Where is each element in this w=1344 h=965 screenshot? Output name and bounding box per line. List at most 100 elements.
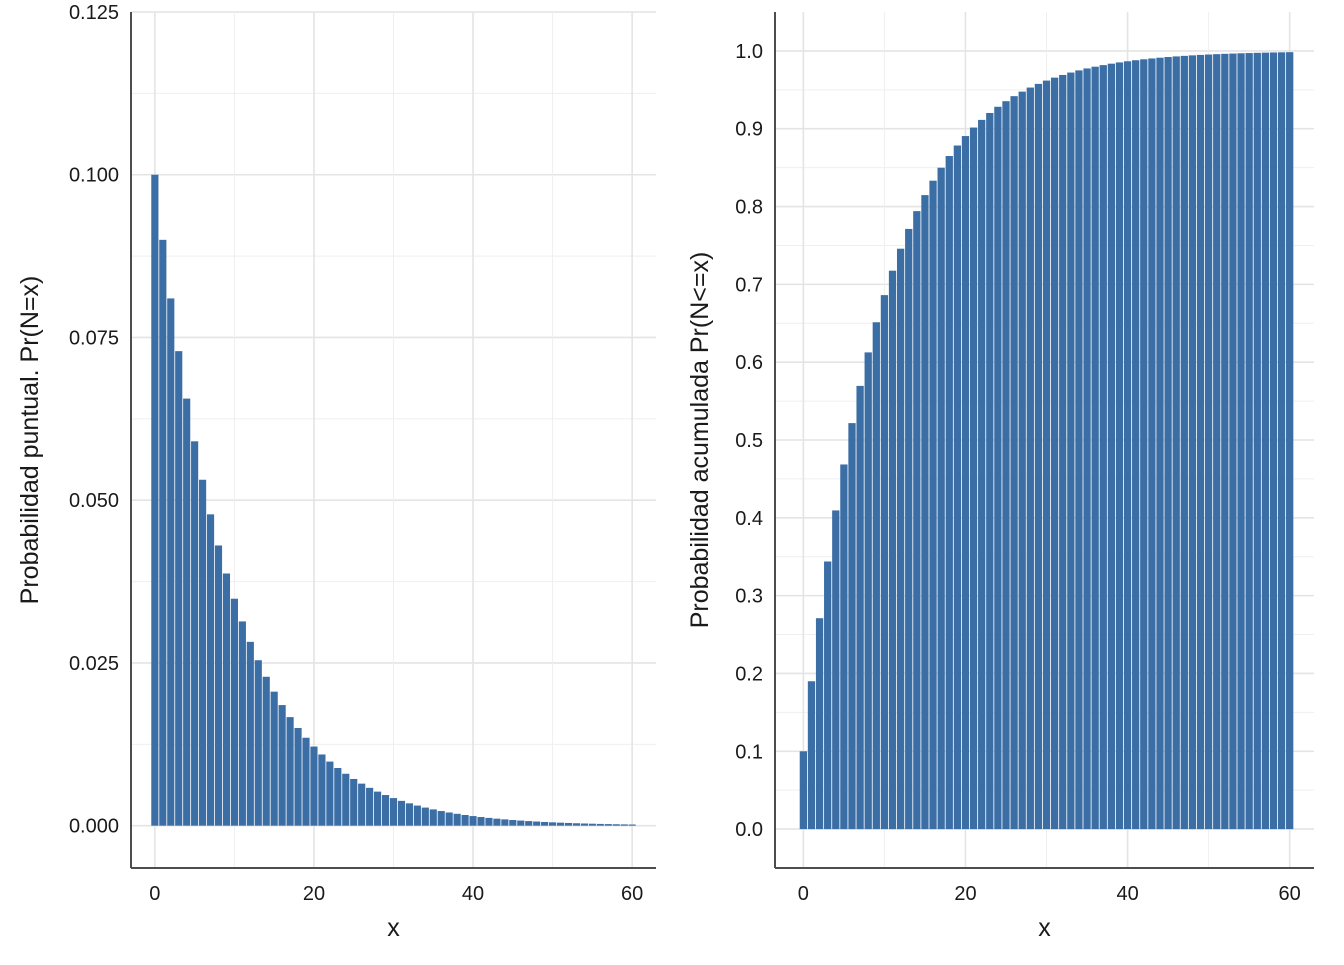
bar — [525, 821, 533, 826]
bar — [1050, 77, 1059, 830]
bar — [986, 112, 994, 830]
bar — [1188, 55, 1197, 830]
bar — [1156, 57, 1164, 830]
bar — [429, 809, 437, 826]
bar — [151, 174, 159, 826]
bar — [888, 270, 897, 830]
x-tick-label: 20 — [303, 883, 325, 905]
bar — [994, 106, 1002, 830]
bar — [461, 814, 469, 826]
x-tick-label: 0 — [149, 883, 160, 905]
bar — [969, 127, 978, 830]
bar — [175, 351, 183, 826]
bar — [421, 807, 429, 826]
chart-right-cumulative-probability: 0.0 0.1 0.2 0.3 0.4 0.5 0.6 0.7 0.8 0.9 1.0 0 20 40 60… — [686, 12, 1314, 942]
bar — [1204, 54, 1213, 830]
bar — [278, 705, 286, 826]
y-tick-label: 0.100 — [69, 165, 119, 187]
bar — [1002, 101, 1010, 830]
bar — [366, 787, 374, 826]
y-tick-label: 0.5 — [735, 430, 763, 452]
bar — [1180, 55, 1188, 830]
bar — [864, 352, 872, 830]
bar — [214, 545, 223, 826]
bar — [238, 621, 246, 826]
bar — [1115, 62, 1124, 830]
bar — [1277, 52, 1286, 830]
bar — [921, 195, 929, 830]
bar — [1026, 87, 1034, 830]
bar — [1253, 52, 1261, 830]
y-tick-labels: 0.0 0.1 0.2 0.3 0.4 0.5 0.6 0.7 0.8 0.9 1.0 — [735, 41, 763, 841]
bar — [580, 823, 588, 826]
bar — [262, 676, 270, 826]
y-tick-label: 0.000 — [69, 816, 119, 838]
bar — [1132, 60, 1140, 830]
bar — [1140, 59, 1148, 830]
bar — [1018, 91, 1026, 830]
bar — [1196, 54, 1205, 830]
bar — [1034, 83, 1043, 830]
bar — [1067, 72, 1075, 830]
bar — [604, 824, 612, 826]
bar — [342, 773, 350, 826]
x-axis-title: x — [387, 914, 400, 942]
bar — [856, 385, 864, 830]
bar — [1148, 58, 1156, 830]
bar — [1010, 96, 1018, 830]
bar — [350, 778, 358, 826]
x-tick-label: 60 — [1279, 883, 1301, 905]
bar — [1059, 74, 1067, 830]
bar — [1261, 52, 1270, 830]
bar — [824, 561, 832, 830]
bar — [413, 805, 421, 826]
x-axis-title: x — [1038, 914, 1051, 942]
bar — [628, 824, 636, 826]
y-tick-label: 0.8 — [735, 197, 763, 219]
y-tick-label: 0.1 — [735, 741, 763, 763]
y-tick-label: 1.0 — [735, 41, 763, 63]
y-tick-labels: 0.000 0.025 0.050 0.075 0.100 0.125 — [69, 2, 119, 838]
bar — [1123, 61, 1132, 830]
y-tick-label: 0.025 — [69, 653, 119, 675]
bar — [533, 821, 541, 826]
bar — [620, 824, 628, 826]
bar — [389, 798, 398, 826]
bar — [318, 754, 326, 826]
bar — [588, 823, 596, 826]
bar — [1286, 52, 1294, 830]
bar — [1042, 80, 1051, 830]
bar — [961, 136, 970, 830]
bars — [799, 52, 1294, 830]
bar — [222, 573, 231, 826]
bar — [848, 423, 856, 830]
y-tick-label: 0.050 — [69, 490, 119, 512]
bar — [953, 145, 962, 830]
bar — [167, 298, 175, 826]
y-tick-label: 0.9 — [735, 119, 763, 141]
bar — [612, 824, 620, 826]
x-tick-label: 40 — [462, 883, 484, 905]
y-tick-label: 0.125 — [69, 2, 119, 24]
bar — [815, 618, 824, 830]
bar — [437, 811, 445, 826]
chart-left-point-probability: 0.000 0.025 0.050 0.075 0.100 0.125 0 20 40 60 x Pr… — [16, 2, 656, 942]
bar — [913, 211, 921, 830]
bar — [453, 813, 461, 826]
bar — [541, 821, 549, 826]
bar — [469, 816, 477, 826]
bar — [199, 479, 207, 826]
x-tick-label: 20 — [954, 883, 976, 905]
y-tick-label: 0.7 — [735, 274, 763, 296]
y-axis-title: Probabilidad puntual. Pr(N=x) — [16, 276, 44, 605]
bar — [1221, 53, 1229, 830]
bar — [840, 464, 848, 830]
bar — [1213, 54, 1221, 830]
bar — [572, 823, 581, 826]
bar — [191, 441, 199, 826]
bar — [1237, 53, 1245, 830]
bar — [596, 823, 604, 826]
bar — [310, 746, 318, 826]
bar — [517, 820, 525, 826]
